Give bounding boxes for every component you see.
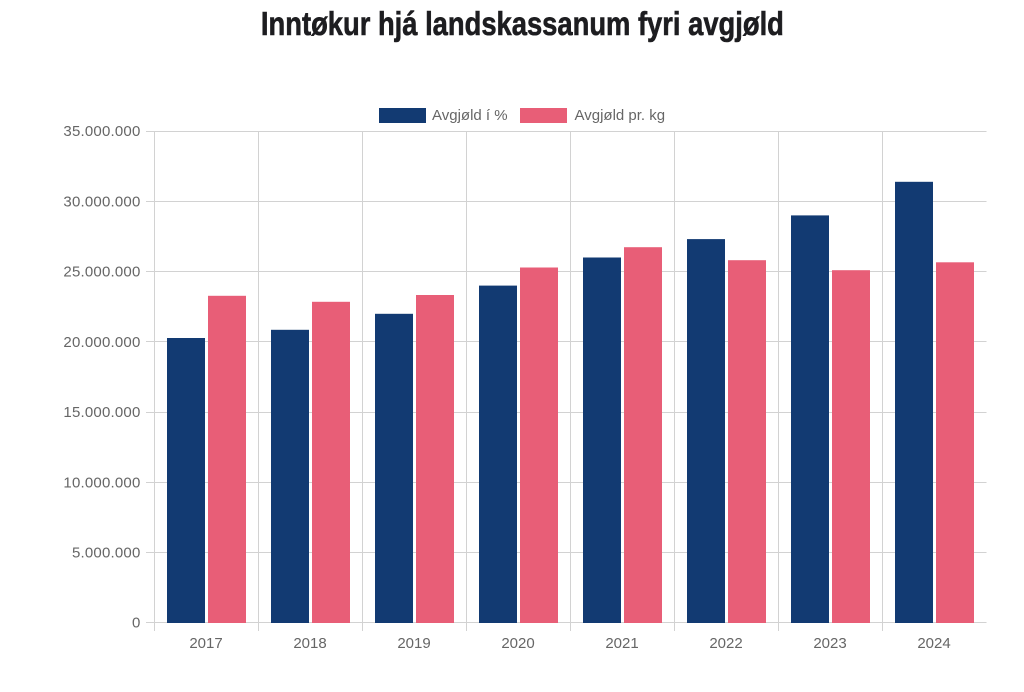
svg-text:2023: 2023: [813, 635, 846, 652]
svg-text:30.000.000: 30.000.000: [63, 193, 140, 210]
svg-text:2020: 2020: [501, 635, 534, 652]
svg-text:5.000.000: 5.000.000: [72, 545, 141, 562]
svg-text:10.000.000: 10.000.000: [63, 474, 140, 491]
svg-text:20.000.000: 20.000.000: [63, 334, 140, 351]
svg-text:35.000.000: 35.000.000: [63, 123, 140, 140]
svg-text:2024: 2024: [917, 635, 950, 652]
svg-text:15.000.000: 15.000.000: [63, 404, 140, 421]
svg-text:2017: 2017: [189, 635, 222, 652]
svg-text:2022: 2022: [709, 635, 742, 652]
svg-text:2018: 2018: [293, 635, 326, 652]
svg-text:2019: 2019: [397, 635, 430, 652]
svg-text:2021: 2021: [605, 635, 638, 652]
svg-text:25.000.000: 25.000.000: [63, 264, 140, 281]
svg-text:0: 0: [132, 615, 141, 632]
